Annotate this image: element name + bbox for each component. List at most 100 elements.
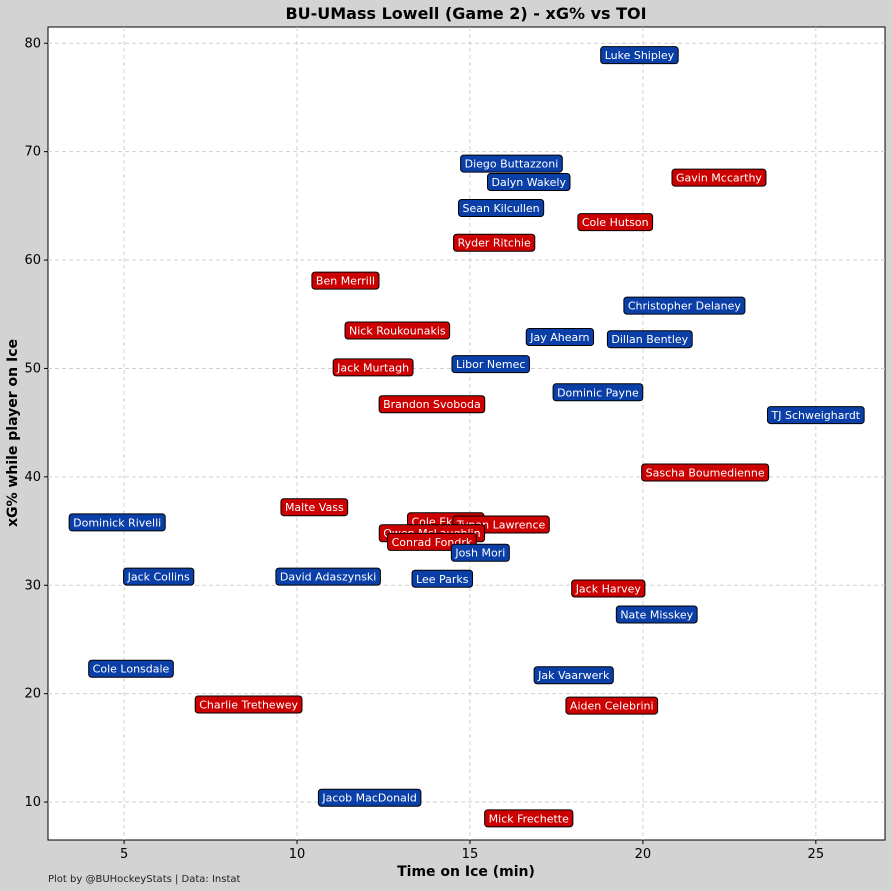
- point-label-box: [68, 513, 166, 532]
- point-label: Dillan Bentley: [606, 330, 693, 349]
- point-label: Sean Kilcullen: [458, 199, 545, 218]
- point-label-box: [280, 498, 349, 517]
- point-label: Brandon Svoboda: [378, 395, 486, 414]
- point-label-text: Cole Lonsdale: [93, 663, 170, 676]
- x-tick-label: 5: [120, 847, 128, 862]
- point-label-text: Malte Vass: [285, 501, 344, 514]
- point-label-box: [88, 659, 174, 678]
- point-label: Dominic Payne: [552, 383, 644, 402]
- point-label-text: Diego Buttazzoni: [465, 158, 559, 171]
- point-label: Nick Roukounakis: [344, 321, 451, 340]
- point-label: Mick Frechette: [484, 809, 574, 828]
- point-label: Malte Vass: [280, 498, 349, 517]
- point-label-box: [275, 567, 381, 586]
- point-label: Libor Nemec: [451, 355, 530, 374]
- point-label-text: Aiden Celebrini: [570, 700, 654, 713]
- point-label: Jack Collins: [123, 567, 195, 586]
- y-tick-label: 80: [24, 36, 41, 51]
- point-label: Nate Misskey: [615, 605, 698, 624]
- point-label-box: [525, 328, 595, 347]
- y-tick-label: 50: [24, 361, 41, 376]
- point-label-box: [411, 569, 474, 588]
- point-label-box: [317, 788, 422, 807]
- point-label-box: [571, 579, 646, 598]
- point-label-text: Brandon Svoboda: [383, 398, 481, 411]
- x-tick-label: 20: [635, 847, 652, 862]
- point-label-box: [600, 46, 679, 65]
- point-label: Sascha Boumedienne: [641, 463, 770, 482]
- point-label-text: David Adaszynski: [280, 571, 376, 584]
- point-label-text: Charlie Trethewey: [199, 699, 298, 712]
- point-label-box: [458, 199, 545, 218]
- point-label-text: Sean Kilcullen: [463, 202, 540, 215]
- point-label-box: [487, 173, 571, 192]
- point-label-box: [123, 567, 195, 586]
- point-label-text: TJ Schweighardt: [771, 409, 861, 422]
- point-label-text: Jack Collins: [127, 571, 190, 584]
- point-label-box: [641, 463, 770, 482]
- x-tick-label: 15: [462, 847, 479, 862]
- point-label-text: Lee Parks: [416, 573, 469, 586]
- point-label: Josh Mori: [450, 543, 510, 562]
- chart-title: BU-UMass Lowell (Game 2) - xG% vs TOI: [285, 4, 646, 23]
- x-tick-label: 25: [808, 847, 825, 862]
- point-label-text: Sascha Boumedienne: [646, 467, 765, 480]
- point-label-box: [565, 696, 659, 715]
- point-label: Lee Parks: [411, 569, 474, 588]
- point-label-text: Libor Nemec: [456, 358, 525, 371]
- point-label-box: [767, 406, 865, 425]
- x-tick-label: 10: [289, 847, 306, 862]
- ticks-layer: 5 10 15 20 25 10 20 30 40 50 60 70 80: [24, 36, 824, 862]
- point-label-box: [451, 355, 530, 374]
- point-label: Jack Harvey: [571, 579, 646, 598]
- point-label-box: [671, 168, 767, 187]
- point-label-box: [552, 383, 644, 402]
- point-label: Luke Shipley: [600, 46, 679, 65]
- point-label-box: [623, 296, 746, 315]
- point-label: Diego Buttazzoni: [460, 154, 563, 173]
- point-label-text: Dillan Bentley: [611, 333, 688, 346]
- point-label-box: [332, 358, 414, 377]
- point-label-text: Dalyn Wakely: [492, 176, 567, 189]
- y-tick-label: 70: [24, 145, 41, 160]
- point-label: David Adaszynski: [275, 567, 381, 586]
- point-label-text: Jacob MacDonald: [321, 792, 416, 805]
- point-label-text: Jack Harvey: [575, 583, 642, 596]
- point-label-text: Nick Roukounakis: [349, 325, 446, 338]
- y-tick-label: 40: [24, 470, 41, 485]
- point-label: Ben Merrill: [311, 271, 380, 290]
- point-label-text: Cole Hutson: [582, 216, 649, 229]
- point-label-text: Mick Frechette: [489, 812, 569, 825]
- point-label-text: Jack Murtagh: [336, 361, 409, 374]
- point-label: Dominick Rivelli: [68, 513, 166, 532]
- point-label-box: [378, 395, 486, 414]
- point-label-text: Nate Misskey: [620, 609, 693, 622]
- point-label-box: [533, 666, 614, 685]
- point-label: Charlie Trethewey: [194, 695, 303, 714]
- point-label-text: Josh Mori: [454, 547, 505, 560]
- point-labels-layer: Luke Shipley Diego Buttazzoni Dalyn Wakely…: [68, 46, 865, 828]
- point-label: Cole Hutson: [577, 213, 654, 232]
- point-label: Dalyn Wakely: [487, 173, 571, 192]
- point-label-box: [311, 271, 380, 290]
- point-label: Jak Vaarwerk: [533, 666, 614, 685]
- y-axis-label: xG% while player on Ice: [5, 339, 21, 527]
- plot-area: [47, 26, 886, 841]
- point-label: Christopher Delaney: [623, 296, 746, 315]
- point-label-text: Dominic Payne: [557, 386, 639, 399]
- y-tick-label: 10: [24, 795, 41, 810]
- point-label-box: [453, 233, 536, 252]
- point-label-text: Christopher Delaney: [628, 300, 742, 313]
- point-label-box: [194, 695, 303, 714]
- point-label-box: [606, 330, 693, 349]
- y-tick-label: 60: [24, 253, 41, 268]
- point-label: TJ Schweighardt: [767, 406, 865, 425]
- point-label-box: [460, 154, 563, 173]
- point-label-text: Jay Ahearn: [529, 331, 589, 344]
- point-label-text: Dominick Rivelli: [73, 516, 161, 529]
- point-label-box: [484, 809, 574, 828]
- point-label: Ryder Ritchie: [453, 233, 536, 252]
- caption: Plot by @BUHockeyStats | Data: Instat: [48, 874, 241, 885]
- point-label-box: [615, 605, 698, 624]
